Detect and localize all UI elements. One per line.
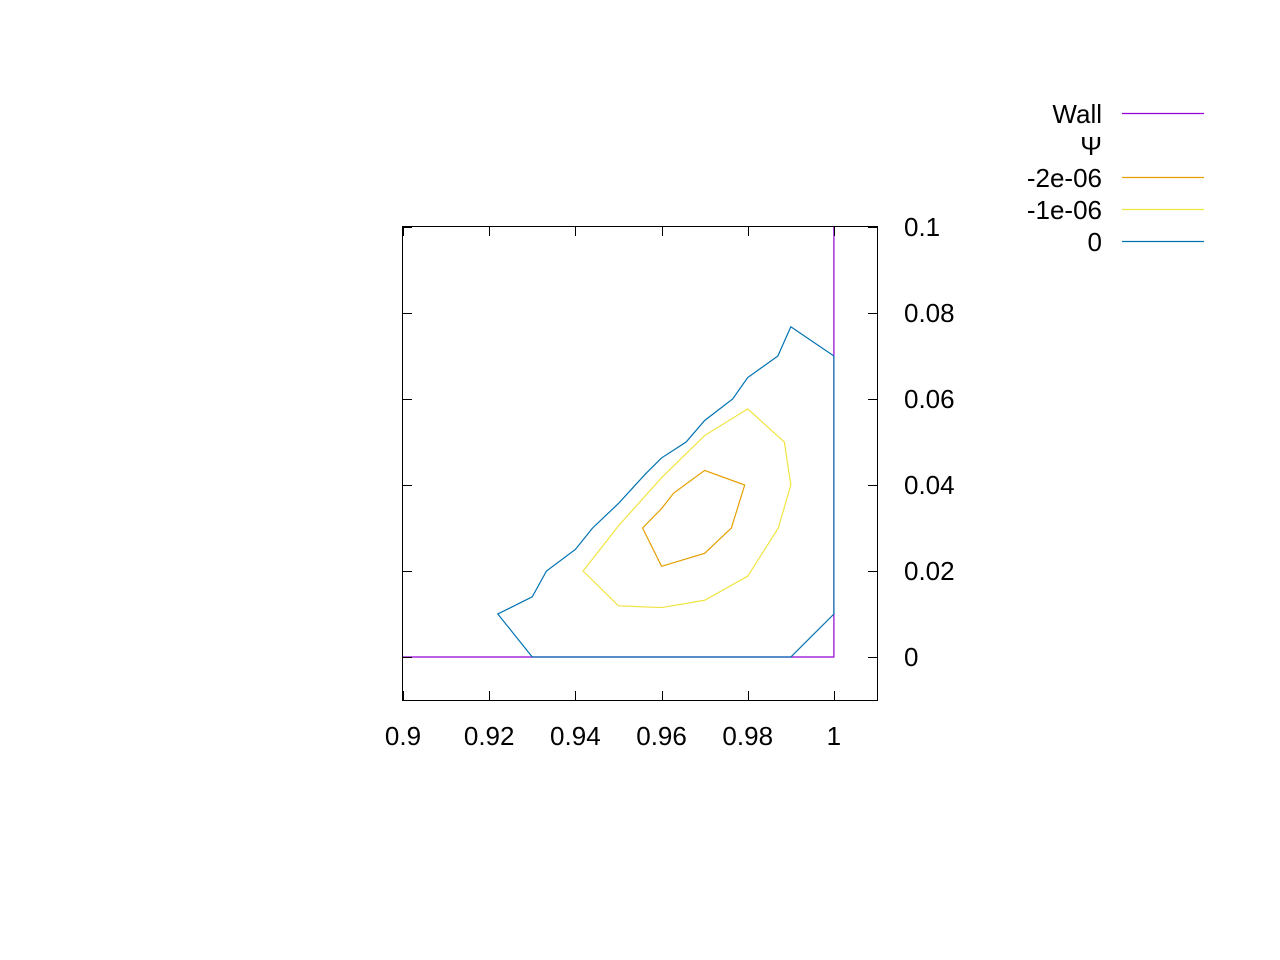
series-line-4: [532, 356, 835, 658]
y-tick-label-5: 0.1: [904, 212, 940, 242]
x-tick-label-5: 1: [827, 721, 841, 751]
y-tick-label-3: 0.06: [904, 384, 955, 414]
y-tick-label-2: 0.04: [904, 470, 955, 500]
y-tick-label-4: 0.08: [904, 298, 955, 328]
x-tick-label-4: 0.98: [722, 721, 773, 751]
legend-heading: Ψ: [1080, 131, 1102, 161]
legend: Ψ Wall -2e-06-1e-060: [1027, 99, 1204, 257]
x-tick-label-0: 0.9: [385, 721, 421, 751]
y-tick-label-1: 0.02: [904, 556, 955, 586]
tick-layer: 0.9 0.92 0.94 0.96 0.98 1 0 0.02 0.04 0.06 0.08 0.1: [385, 212, 955, 751]
plot-frame: [402, 226, 878, 701]
series-layer: [403, 227, 835, 658]
y-tick-label-0: 0: [904, 642, 918, 672]
series-line-1: [641, 469, 746, 567]
series-line-3: [496, 325, 835, 658]
series-line-2: [582, 408, 792, 609]
x-tick-label-3: 0.96: [636, 721, 687, 751]
x-tick-label-2: 0.94: [550, 721, 601, 751]
legend-label-2: -1e-06: [1027, 195, 1102, 225]
legend-label-3: 0: [1088, 227, 1102, 257]
legend-label-1: -2e-06: [1027, 163, 1102, 193]
series-line-0: [403, 227, 835, 658]
legend-label-0: Wall: [1052, 99, 1102, 129]
x-tick-label-1: 0.92: [464, 721, 515, 751]
